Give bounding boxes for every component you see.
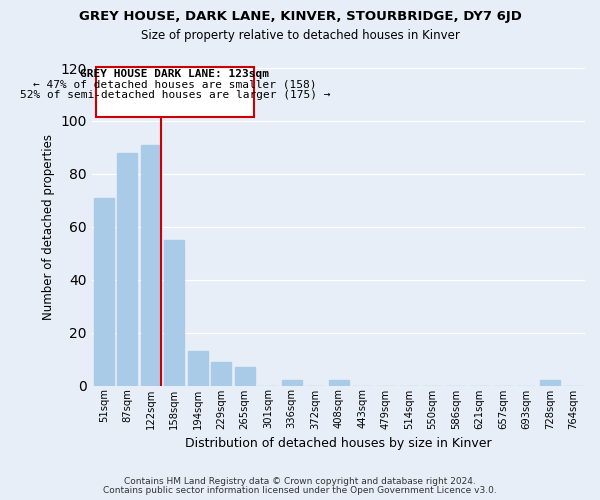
Bar [540, 380, 560, 386]
Text: Contains HM Land Registry data © Crown copyright and database right 2024.: Contains HM Land Registry data © Crown c… [124, 477, 476, 486]
Bar [118, 152, 137, 386]
Text: ← 47% of detached houses are smaller (158): ← 47% of detached houses are smaller (15… [33, 80, 317, 90]
Bar [281, 380, 302, 386]
Text: GREY HOUSE DARK LANE: 123sqm: GREY HOUSE DARK LANE: 123sqm [80, 70, 269, 80]
Bar [96, 66, 254, 117]
Text: Contains public sector information licensed under the Open Government Licence v3: Contains public sector information licen… [103, 486, 497, 495]
Y-axis label: Number of detached properties: Number of detached properties [42, 134, 55, 320]
Text: GREY HOUSE, DARK LANE, KINVER, STOURBRIDGE, DY7 6JD: GREY HOUSE, DARK LANE, KINVER, STOURBRID… [79, 10, 521, 23]
X-axis label: Distribution of detached houses by size in Kinver: Distribution of detached houses by size … [185, 437, 492, 450]
Bar [211, 362, 231, 386]
Bar [188, 351, 208, 386]
Bar [164, 240, 184, 386]
Bar [329, 380, 349, 386]
Bar [235, 367, 255, 386]
Bar [94, 198, 114, 386]
Text: 52% of semi-detached houses are larger (175) →: 52% of semi-detached houses are larger (… [20, 90, 330, 101]
Bar [141, 144, 161, 386]
Text: Size of property relative to detached houses in Kinver: Size of property relative to detached ho… [140, 29, 460, 42]
